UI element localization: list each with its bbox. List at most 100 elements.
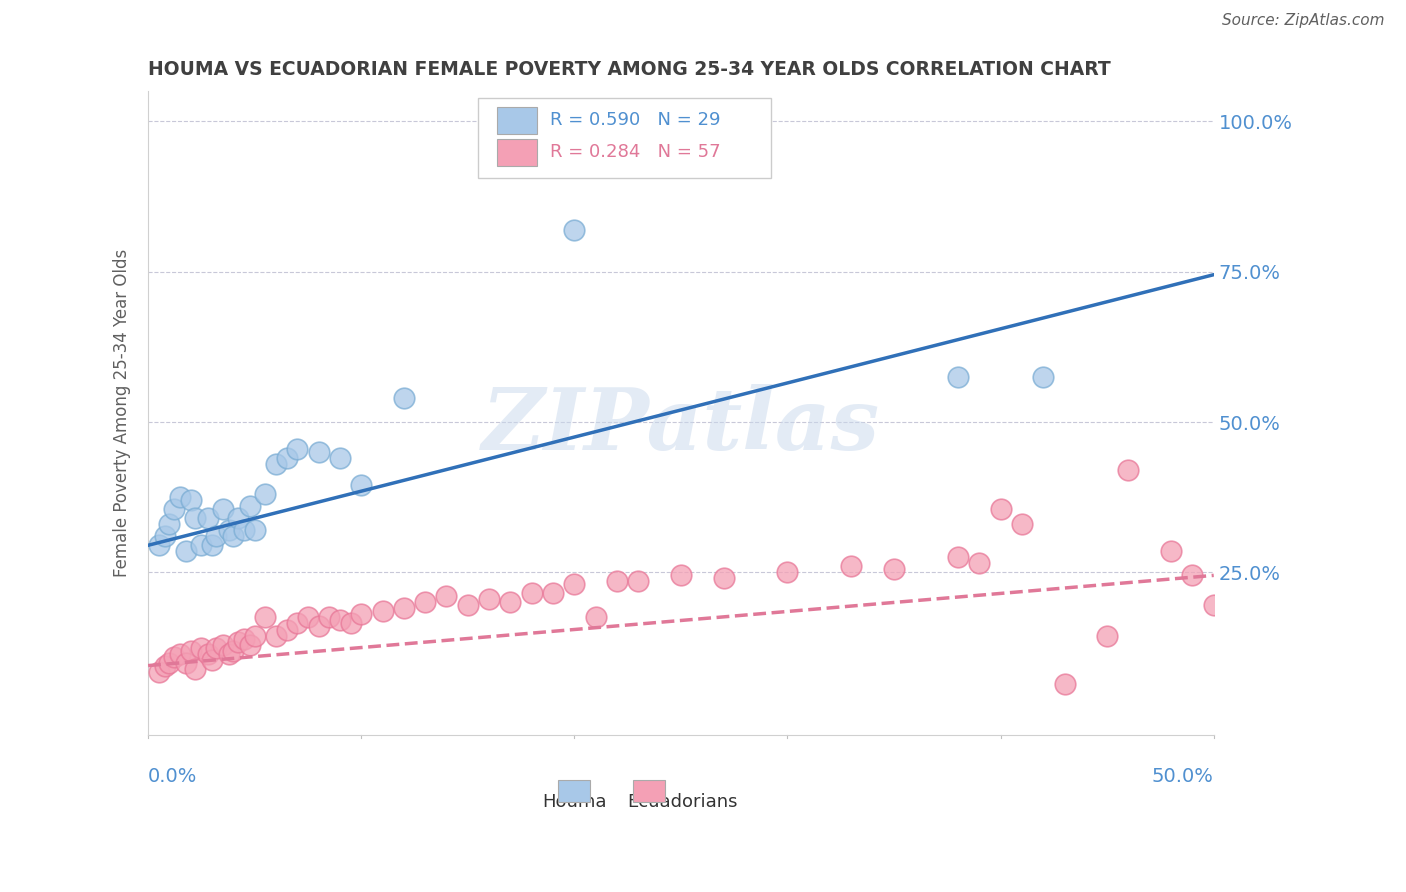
Point — [153, 658, 176, 673]
Point — [1202, 599, 1225, 613]
Point — [222, 529, 245, 543]
Point — [184, 662, 207, 676]
Bar — [558, 780, 591, 802]
Point — [297, 610, 319, 624]
Point — [176, 656, 198, 670]
Point — [329, 614, 352, 628]
Point — [413, 595, 436, 609]
Point — [883, 562, 905, 576]
Point — [157, 656, 180, 670]
Point — [226, 634, 249, 648]
Point — [350, 607, 373, 622]
Point — [163, 502, 186, 516]
Point — [222, 643, 245, 657]
Point — [562, 222, 585, 236]
Y-axis label: Female Poverty Among 25-34 Year Olds: Female Poverty Among 25-34 Year Olds — [114, 249, 131, 577]
Point — [499, 595, 522, 609]
Point — [436, 590, 458, 604]
Point — [218, 523, 240, 537]
Point — [190, 640, 212, 655]
Point — [713, 571, 735, 585]
Point — [1160, 544, 1182, 558]
Point — [841, 559, 863, 574]
Point — [946, 370, 969, 384]
Text: HOUMA VS ECUADORIAN FEMALE POVERTY AMONG 25-34 YEAR OLDS CORRELATION CHART: HOUMA VS ECUADORIAN FEMALE POVERTY AMONG… — [148, 60, 1111, 78]
Bar — [633, 780, 665, 802]
Point — [606, 574, 628, 589]
Point — [392, 391, 415, 405]
FancyBboxPatch shape — [478, 98, 772, 178]
Point — [1118, 463, 1140, 477]
Bar — [496, 107, 537, 134]
Point — [457, 599, 479, 613]
Text: 50.0%: 50.0% — [1152, 767, 1213, 786]
Point — [371, 604, 394, 618]
Point — [218, 647, 240, 661]
Point — [350, 478, 373, 492]
Text: R = 0.284   N = 57: R = 0.284 N = 57 — [550, 144, 720, 161]
Point — [153, 529, 176, 543]
Point — [392, 601, 415, 615]
Point — [329, 451, 352, 466]
Point — [205, 529, 228, 543]
Point — [239, 638, 262, 652]
Point — [226, 511, 249, 525]
Point — [1032, 370, 1054, 384]
Point — [776, 566, 799, 580]
Text: Houma: Houma — [541, 793, 606, 811]
Point — [148, 538, 170, 552]
Point — [1053, 676, 1076, 690]
Point — [243, 523, 266, 537]
Point — [157, 517, 180, 532]
Point — [318, 610, 340, 624]
Point — [276, 451, 298, 466]
Point — [308, 445, 330, 459]
Text: ZIPatlas: ZIPatlas — [482, 384, 880, 467]
Point — [169, 647, 191, 661]
Point — [169, 490, 191, 504]
Text: 0.0%: 0.0% — [148, 767, 197, 786]
Point — [1095, 628, 1118, 642]
Point — [180, 643, 202, 657]
Point — [562, 577, 585, 591]
Point — [254, 610, 277, 624]
Point — [201, 538, 224, 552]
Point — [946, 550, 969, 565]
Point — [190, 538, 212, 552]
Point — [285, 616, 308, 631]
Bar — [496, 139, 537, 166]
Point — [243, 628, 266, 642]
Point — [148, 665, 170, 679]
Point — [285, 442, 308, 456]
Point — [211, 638, 233, 652]
Point — [197, 647, 219, 661]
Point — [276, 623, 298, 637]
Point — [669, 568, 692, 582]
Point — [969, 557, 991, 571]
Point — [197, 511, 219, 525]
Text: Ecuadorians: Ecuadorians — [627, 793, 738, 811]
Point — [163, 649, 186, 664]
Point — [201, 652, 224, 666]
Point — [239, 500, 262, 514]
Point — [478, 592, 501, 607]
Text: Source: ZipAtlas.com: Source: ZipAtlas.com — [1222, 13, 1385, 29]
Point — [180, 493, 202, 508]
Point — [233, 632, 256, 646]
Point — [627, 574, 650, 589]
Point — [339, 616, 361, 631]
Point — [1011, 517, 1033, 532]
Text: R = 0.590   N = 29: R = 0.590 N = 29 — [550, 112, 720, 129]
Point — [184, 511, 207, 525]
Point — [205, 640, 228, 655]
Point — [211, 502, 233, 516]
Point — [990, 502, 1012, 516]
Point — [264, 457, 287, 471]
Point — [1181, 568, 1204, 582]
Point — [308, 619, 330, 633]
Point — [520, 586, 543, 600]
Point — [585, 610, 607, 624]
Point — [264, 628, 287, 642]
Point — [233, 523, 256, 537]
Point — [541, 586, 564, 600]
